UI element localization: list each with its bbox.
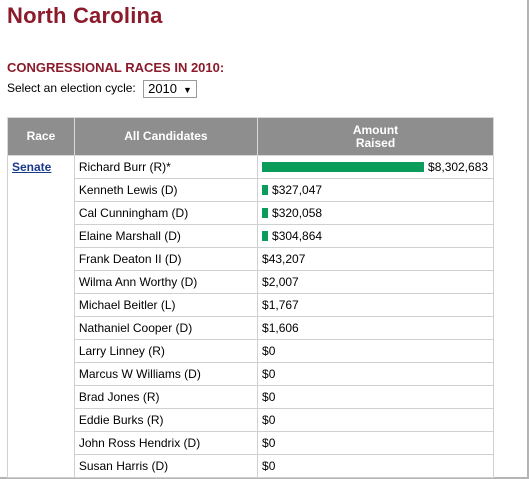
state-title: North Carolina bbox=[7, 3, 163, 28]
amount-value: $0 bbox=[262, 436, 276, 450]
amount-bar bbox=[262, 231, 269, 241]
amount-value: $43,207 bbox=[262, 252, 306, 266]
amount-value: $2,007 bbox=[262, 275, 299, 289]
amount-raised-cell: $0 bbox=[257, 408, 494, 432]
amount-value: $0 bbox=[262, 344, 276, 358]
candidate-name: Susan Harris (D) bbox=[73, 454, 259, 478]
amount-raised-cell: $327,047 bbox=[257, 178, 494, 202]
amount-raised-cell: $1,606 bbox=[257, 316, 494, 340]
section-heading: CONGRESSIONAL RACES IN 2010: bbox=[7, 60, 225, 75]
races-table: Race All Candidates Amount Raised Senate… bbox=[7, 117, 494, 478]
senate-race-link[interactable]: Senate bbox=[12, 160, 52, 174]
amount-value: $327,047 bbox=[272, 183, 323, 197]
candidate-name: Cal Cunningham (D) bbox=[73, 201, 259, 225]
cycle-select-value: 2010 bbox=[148, 81, 178, 96]
table-row: Nathaniel Cooper (D) $1,606 bbox=[8, 316, 494, 340]
table-row: Kenneth Lewis (D) $327,047 bbox=[8, 178, 494, 202]
column-header-amount: Amount Raised bbox=[257, 117, 494, 156]
amount-value: $0 bbox=[262, 459, 276, 473]
amount-value: $320,058 bbox=[272, 206, 323, 220]
amount-raised-cell: $0 bbox=[257, 339, 494, 363]
amount-value: $8,302,683 bbox=[428, 160, 489, 174]
race-cell: Senate bbox=[7, 155, 75, 478]
amount-value: $304,864 bbox=[272, 229, 323, 243]
column-header-race: Race bbox=[7, 117, 75, 156]
table-row: John Ross Hendrix (D) $0 bbox=[8, 431, 494, 455]
amount-raised-cell: $8,302,683 bbox=[257, 155, 494, 179]
candidate-name: Eddie Burks (R) bbox=[73, 408, 259, 432]
election-cycle-select[interactable]: 2010 ▼ bbox=[143, 80, 197, 98]
candidate-name: Marcus W Williams (D) bbox=[73, 362, 259, 386]
amount-value: $1,767 bbox=[262, 298, 299, 312]
table-row: Cal Cunningham (D) $320,058 bbox=[8, 201, 494, 225]
amount-raised-cell: $0 bbox=[257, 362, 494, 386]
amount-value: $0 bbox=[262, 367, 276, 381]
amount-raised-cell: $0 bbox=[257, 431, 494, 455]
table-row: Susan Harris (D) $0 bbox=[8, 454, 494, 478]
candidate-name: Brad Jones (R) bbox=[73, 385, 259, 409]
candidate-name: Wilma Ann Worthy (D) bbox=[73, 270, 259, 294]
cycle-selector-row: Select an election cycle: 2010 ▼ bbox=[7, 80, 197, 98]
candidate-name: Michael Beitler (L) bbox=[73, 293, 259, 317]
races-table-body: Senate Richard Burr (R)* $8,302,683 Kenneth… bbox=[7, 155, 494, 478]
candidate-name: Elaine Marshall (D) bbox=[73, 224, 259, 248]
amount-raised-cell: $1,767 bbox=[257, 293, 494, 317]
amount-raised-cell: $320,058 bbox=[257, 201, 494, 225]
amount-bar bbox=[262, 185, 269, 195]
table-row: Michael Beitler (L) $1,767 bbox=[8, 293, 494, 317]
candidate-name: Kenneth Lewis (D) bbox=[73, 178, 259, 202]
table-row: Eddie Burks (R) $0 bbox=[8, 408, 494, 432]
amount-value: $1,606 bbox=[262, 321, 299, 335]
table-row: Marcus W Williams (D) $0 bbox=[8, 362, 494, 386]
candidate-name: Nathaniel Cooper (D) bbox=[73, 316, 259, 340]
table-row: Senate Richard Burr (R)* $8,302,683 bbox=[7, 155, 494, 478]
column-header-candidates: All Candidates bbox=[73, 117, 259, 156]
table-header-row: Race All Candidates Amount Raised bbox=[7, 117, 494, 156]
table-row: Brad Jones (R) $0 bbox=[8, 385, 494, 409]
amount-value: $0 bbox=[262, 390, 276, 404]
candidate-name: Richard Burr (R)* bbox=[73, 155, 259, 179]
amount-raised-cell: $2,007 bbox=[257, 270, 494, 294]
chevron-down-icon: ▼ bbox=[183, 85, 192, 95]
table-row: Frank Deaton II (D) $43,207 bbox=[8, 247, 494, 271]
amount-value: $0 bbox=[262, 413, 276, 427]
cycle-label: Select an election cycle: bbox=[7, 81, 136, 96]
amount-raised-cell: $43,207 bbox=[257, 247, 494, 271]
amount-raised-cell: $0 bbox=[257, 454, 494, 478]
amount-raised-cell: $304,864 bbox=[257, 224, 494, 248]
amount-raised-cell: $0 bbox=[257, 385, 494, 409]
candidate-name: Frank Deaton II (D) bbox=[73, 247, 259, 271]
amount-bar bbox=[262, 208, 269, 218]
amount-bar bbox=[262, 162, 425, 172]
candidate-name: Larry Linney (R) bbox=[73, 339, 259, 363]
table-row: Wilma Ann Worthy (D) $2,007 bbox=[8, 270, 494, 294]
candidate-name: John Ross Hendrix (D) bbox=[73, 431, 259, 455]
table-row: Elaine Marshall (D) $304,864 bbox=[8, 224, 494, 248]
table-row: Larry Linney (R) $0 bbox=[8, 339, 494, 363]
